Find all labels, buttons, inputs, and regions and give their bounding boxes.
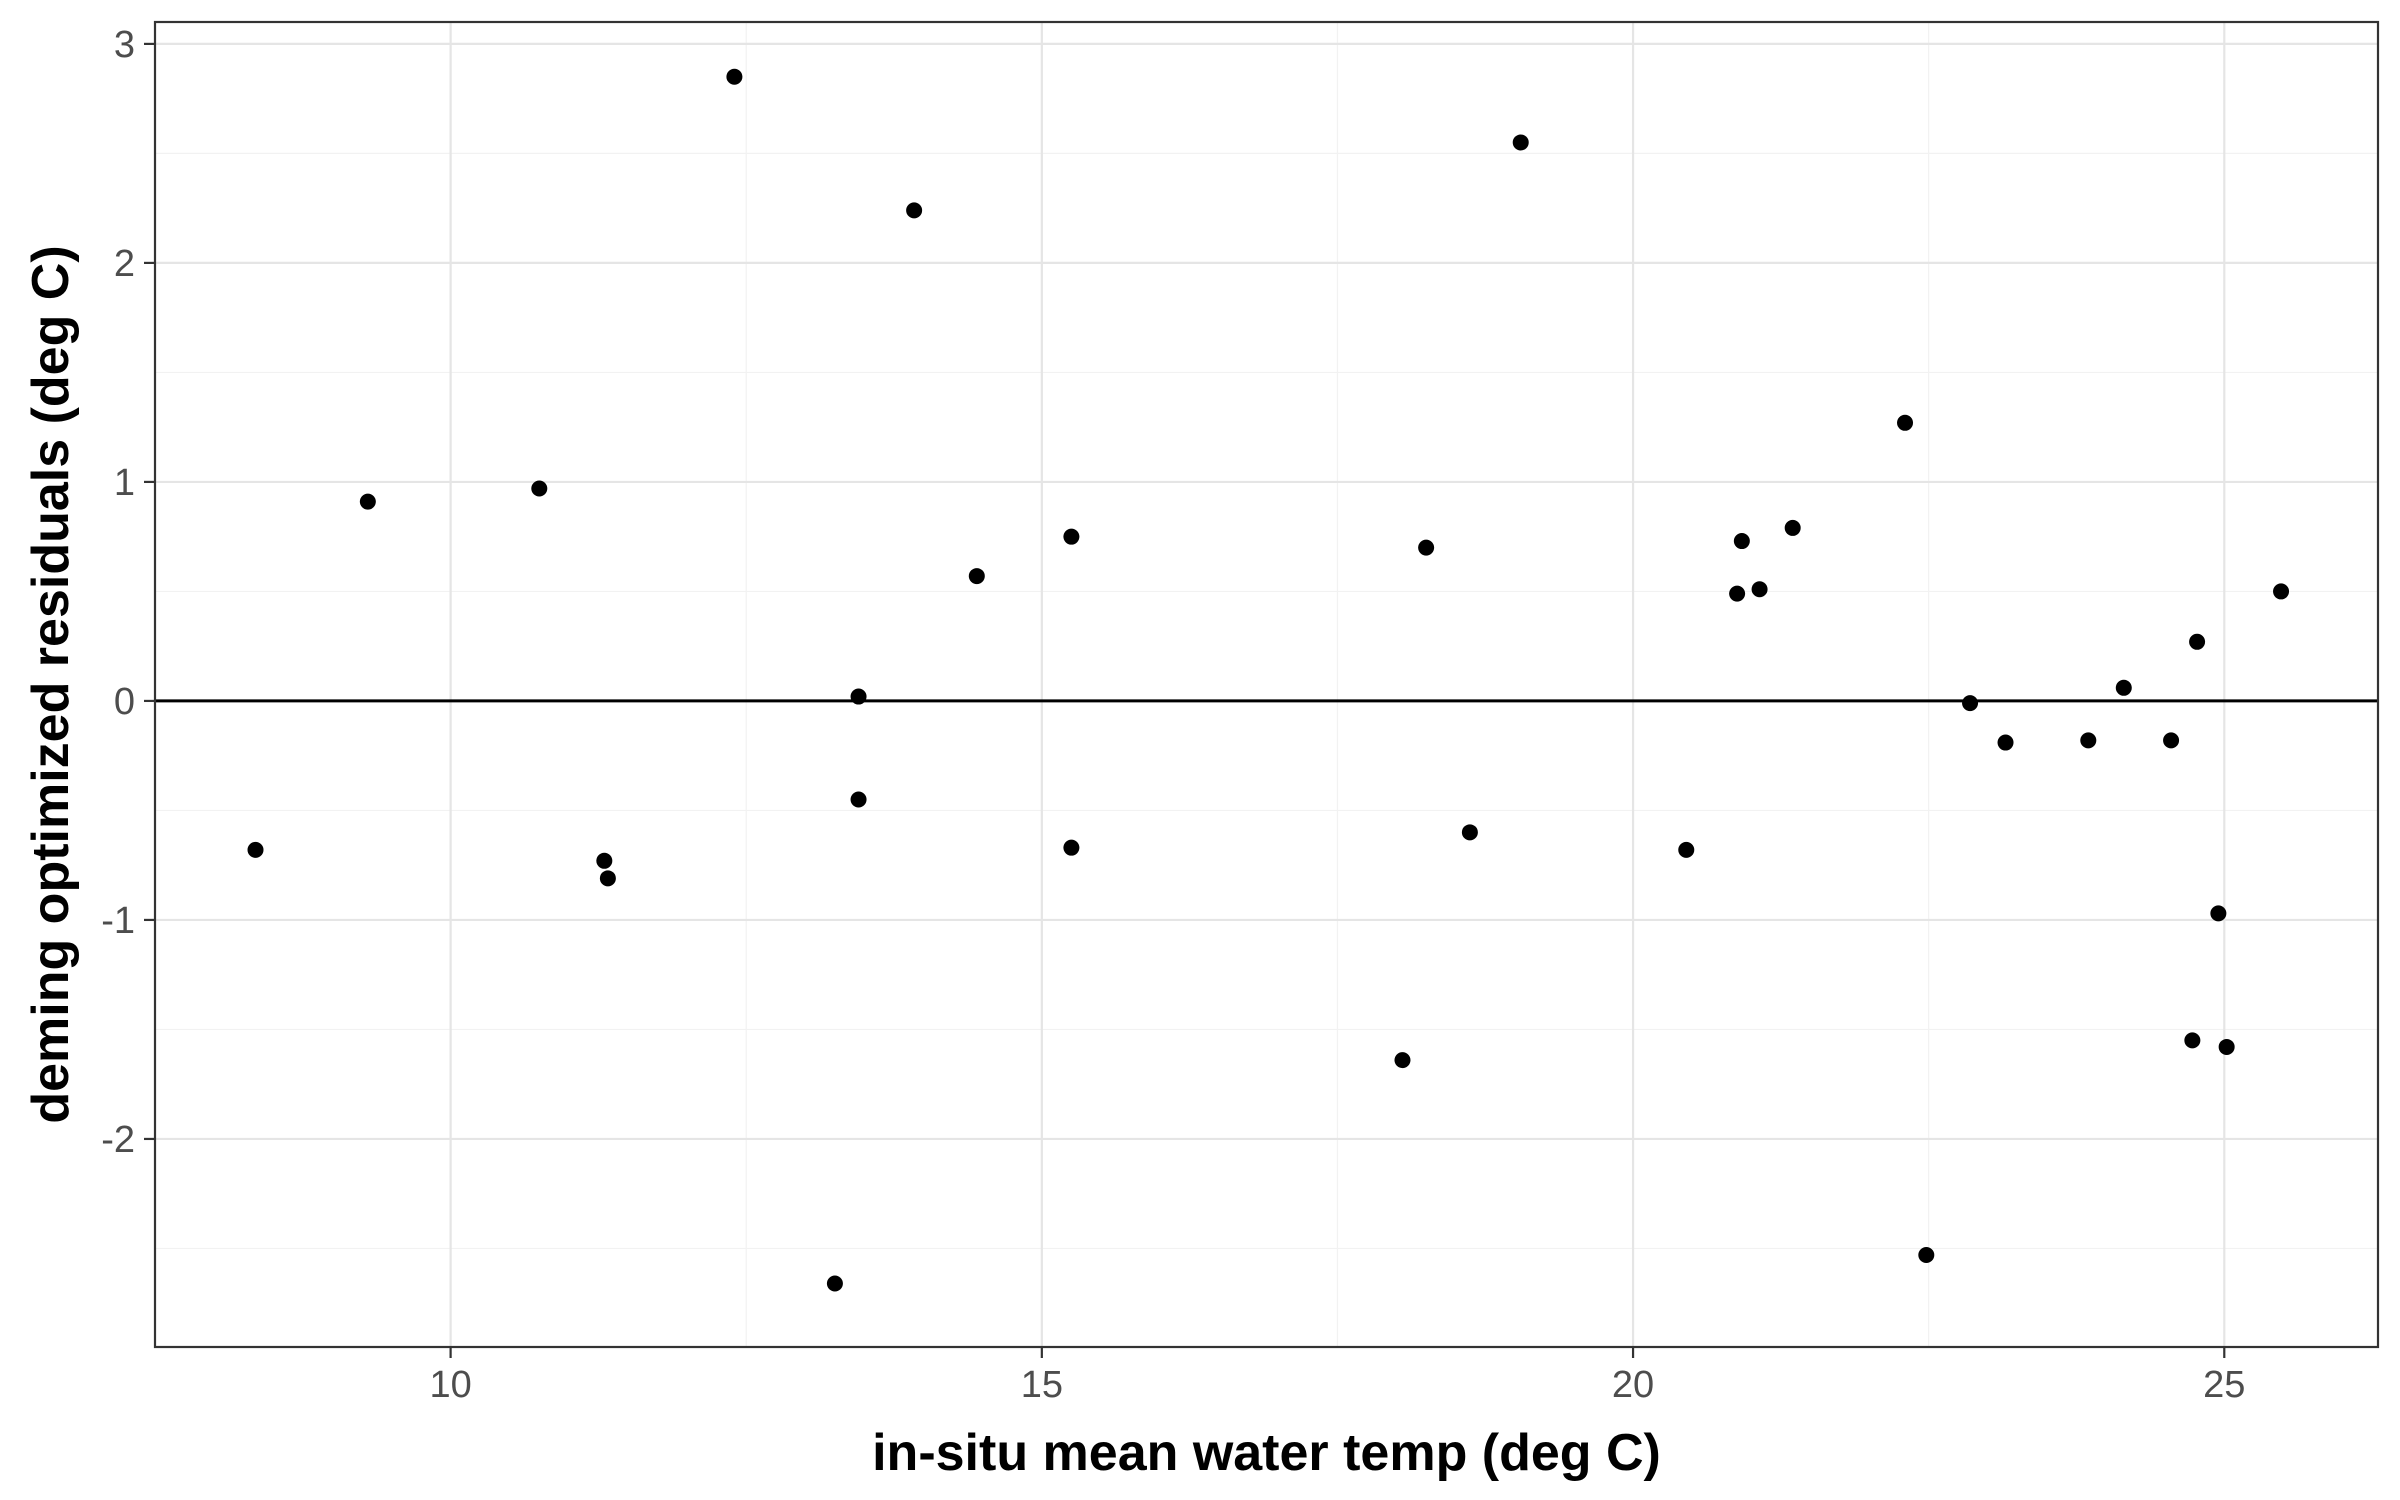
data-point bbox=[968, 568, 985, 585]
plot-panel-border bbox=[153, 20, 2380, 1349]
data-point bbox=[359, 493, 376, 510]
data-point bbox=[1751, 581, 1768, 598]
data-point bbox=[826, 1275, 843, 1292]
y-tick-label: 2 bbox=[114, 243, 135, 285]
y-tick-label: 3 bbox=[114, 24, 135, 66]
data-point bbox=[2189, 633, 2206, 650]
data-point bbox=[2218, 1038, 2235, 1055]
data-point bbox=[247, 841, 264, 858]
y-tick-label: 1 bbox=[114, 462, 135, 504]
x-tick-label: 20 bbox=[1612, 1364, 1654, 1406]
data-point bbox=[2115, 679, 2132, 696]
data-point bbox=[2273, 583, 2290, 600]
data-point bbox=[2080, 732, 2097, 749]
data-point bbox=[1897, 414, 1914, 431]
data-point bbox=[1997, 734, 2014, 751]
data-point bbox=[850, 688, 867, 705]
data-point bbox=[531, 480, 548, 497]
data-point bbox=[1678, 841, 1695, 858]
y-tick-label: -2 bbox=[101, 1119, 135, 1161]
y-tick-label: 0 bbox=[114, 681, 135, 723]
x-tick-label: 10 bbox=[429, 1364, 471, 1406]
data-point bbox=[1512, 134, 1529, 151]
data-point bbox=[1918, 1247, 1935, 1264]
data-point bbox=[2163, 732, 2180, 749]
data-point bbox=[850, 791, 867, 808]
data-point bbox=[1418, 539, 1435, 556]
data-points bbox=[247, 68, 2290, 1292]
y-tick-label: -1 bbox=[101, 900, 135, 942]
y-axis-title: deming optimized residuals (deg C) bbox=[22, 245, 80, 1123]
data-point bbox=[1962, 695, 1979, 712]
data-point bbox=[906, 202, 923, 219]
y-axis-ticks: -2 -1 0 1 2 3 bbox=[101, 24, 155, 1161]
data-point bbox=[596, 852, 613, 869]
data-point bbox=[1063, 839, 1080, 856]
x-tick-label: 25 bbox=[2203, 1364, 2245, 1406]
x-tick-label: 15 bbox=[1021, 1364, 1063, 1406]
data-point bbox=[1733, 533, 1750, 550]
x-axis-ticks: 10 15 20 25 bbox=[429, 1347, 2245, 1406]
data-point bbox=[1394, 1052, 1411, 1069]
x-axis-title: in-situ mean water temp (deg C) bbox=[872, 1424, 1661, 1482]
data-point bbox=[1063, 528, 1080, 545]
data-point bbox=[1461, 824, 1478, 841]
data-point bbox=[726, 68, 743, 85]
grid-lines bbox=[154, 22, 2378, 1347]
data-point bbox=[1729, 585, 1746, 602]
data-point bbox=[599, 870, 616, 887]
data-point bbox=[1784, 519, 1801, 536]
data-point bbox=[2210, 905, 2227, 922]
data-point bbox=[2184, 1032, 2201, 1049]
